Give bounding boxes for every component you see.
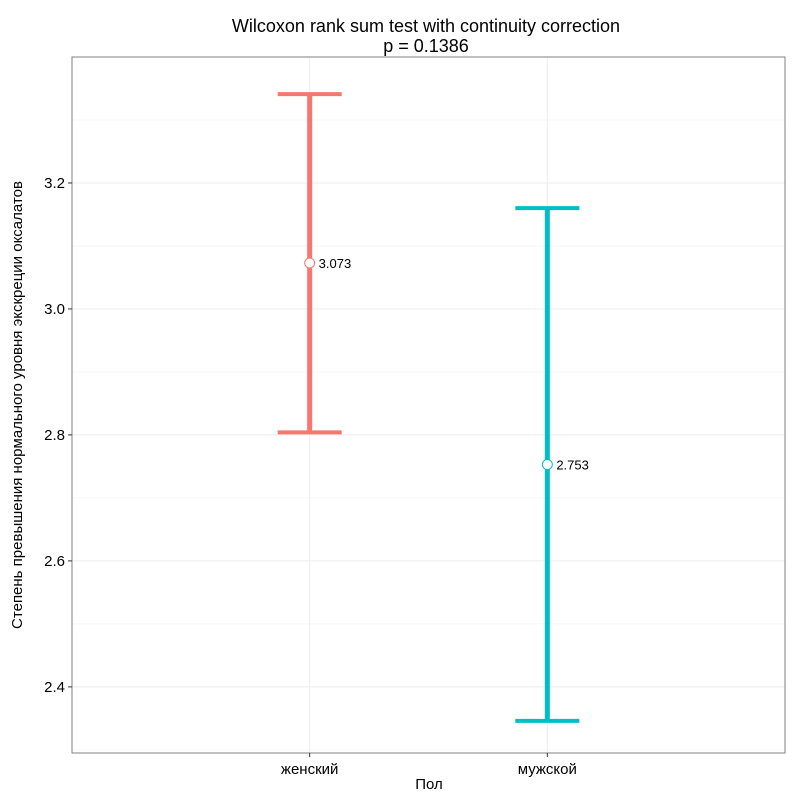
error-bar: 2.753 [515, 206, 589, 723]
y-tick-label: 3.0 [44, 301, 65, 318]
y-tick-label: 2.8 [44, 427, 65, 444]
chart-title: Wilcoxon rank sum test with continuity c… [232, 16, 620, 36]
y-axis: 2.4 2.6 2.8 3.0 3.2 [44, 175, 72, 696]
y-tick-label: 3.2 [44, 175, 65, 192]
y-tick-label: 2.6 [44, 553, 65, 570]
data-label: 2.753 [556, 458, 589, 473]
x-tick-label: мужской [518, 761, 577, 778]
x-axis-title: Пол [415, 776, 443, 793]
data-label: 3.073 [319, 256, 352, 271]
error-bars: 3.073 2.753 [277, 92, 589, 723]
error-bar: 3.073 [277, 92, 352, 435]
plot-panel [71, 56, 786, 754]
y-axis-title: Степень превышения нормального уровня эк… [9, 181, 26, 629]
center-point [541, 459, 553, 471]
y-tick-label: 2.4 [44, 679, 65, 696]
center-point [304, 257, 316, 269]
x-tick-label: женский [281, 761, 338, 778]
chart-subtitle: p = 0.1386 [383, 36, 469, 56]
x-axis: женский мужской [281, 753, 577, 778]
grid [72, 57, 785, 753]
